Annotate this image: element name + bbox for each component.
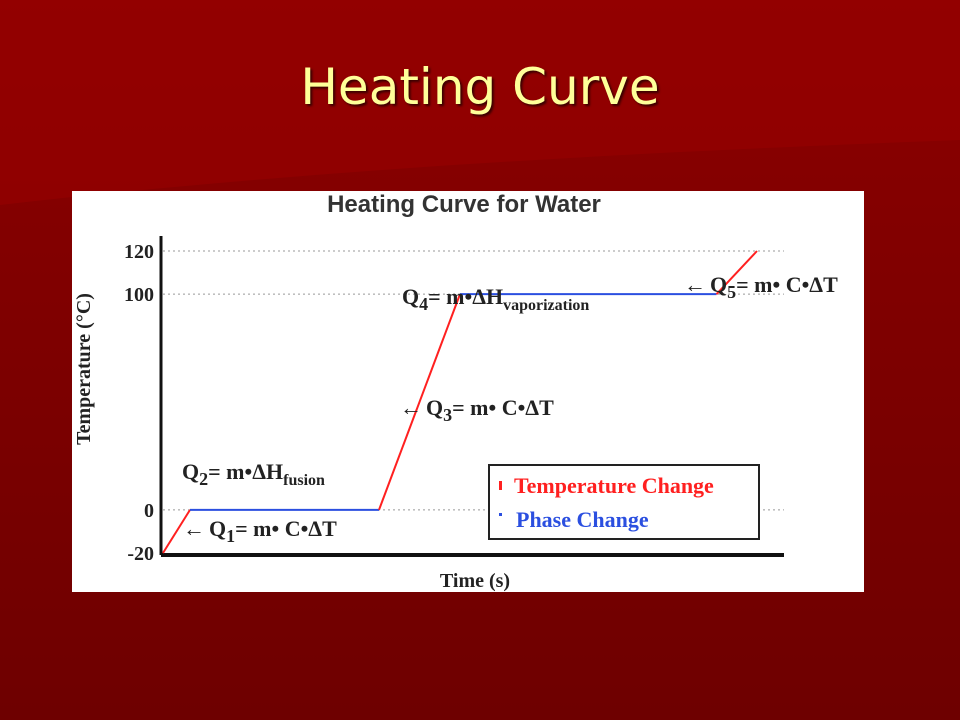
annotation-q1: ← Q1= m• C•ΔT	[183, 516, 337, 546]
y-tick-label: -20	[127, 543, 154, 565]
legend: Temperature Change Phase Change	[488, 464, 760, 540]
x-axis-label: Time (s)	[440, 570, 510, 592]
legend-label-temperature: Temperature Change	[514, 473, 714, 498]
slide-title: Heating Curve	[300, 58, 660, 116]
annotation-q3: ← Q3= m• C•ΔT	[400, 395, 554, 425]
legend-label-phase: Phase Change	[516, 507, 649, 532]
temperature-change-segment	[378, 293, 461, 511]
y-tick-label: 100	[124, 284, 154, 306]
annotation-q5: ← Q5= m• C•ΔT	[684, 272, 838, 302]
temperature-change-segment	[715, 250, 758, 295]
y-tick-label: 0	[144, 500, 154, 522]
legend-swatch-temperature	[499, 481, 502, 490]
chart-title: Heating Curve for Water	[327, 191, 601, 218]
annotation-q2: Q2= m•ΔHfusion	[182, 459, 325, 489]
legend-swatch-phase	[499, 513, 502, 516]
temperature-change-segment	[162, 509, 191, 554]
legend-box	[488, 464, 760, 540]
y-axis-label: Temperature (°C)	[73, 293, 95, 445]
annotation-q4: Q4= m•ΔHvaporization	[402, 284, 589, 314]
y-tick-label: 120	[124, 241, 154, 263]
chart-panel: Heating Curve for Water Temperature (°C)…	[72, 191, 864, 592]
heating-curve-chart: Heating Curve for Water Temperature (°C)…	[73, 191, 838, 592]
